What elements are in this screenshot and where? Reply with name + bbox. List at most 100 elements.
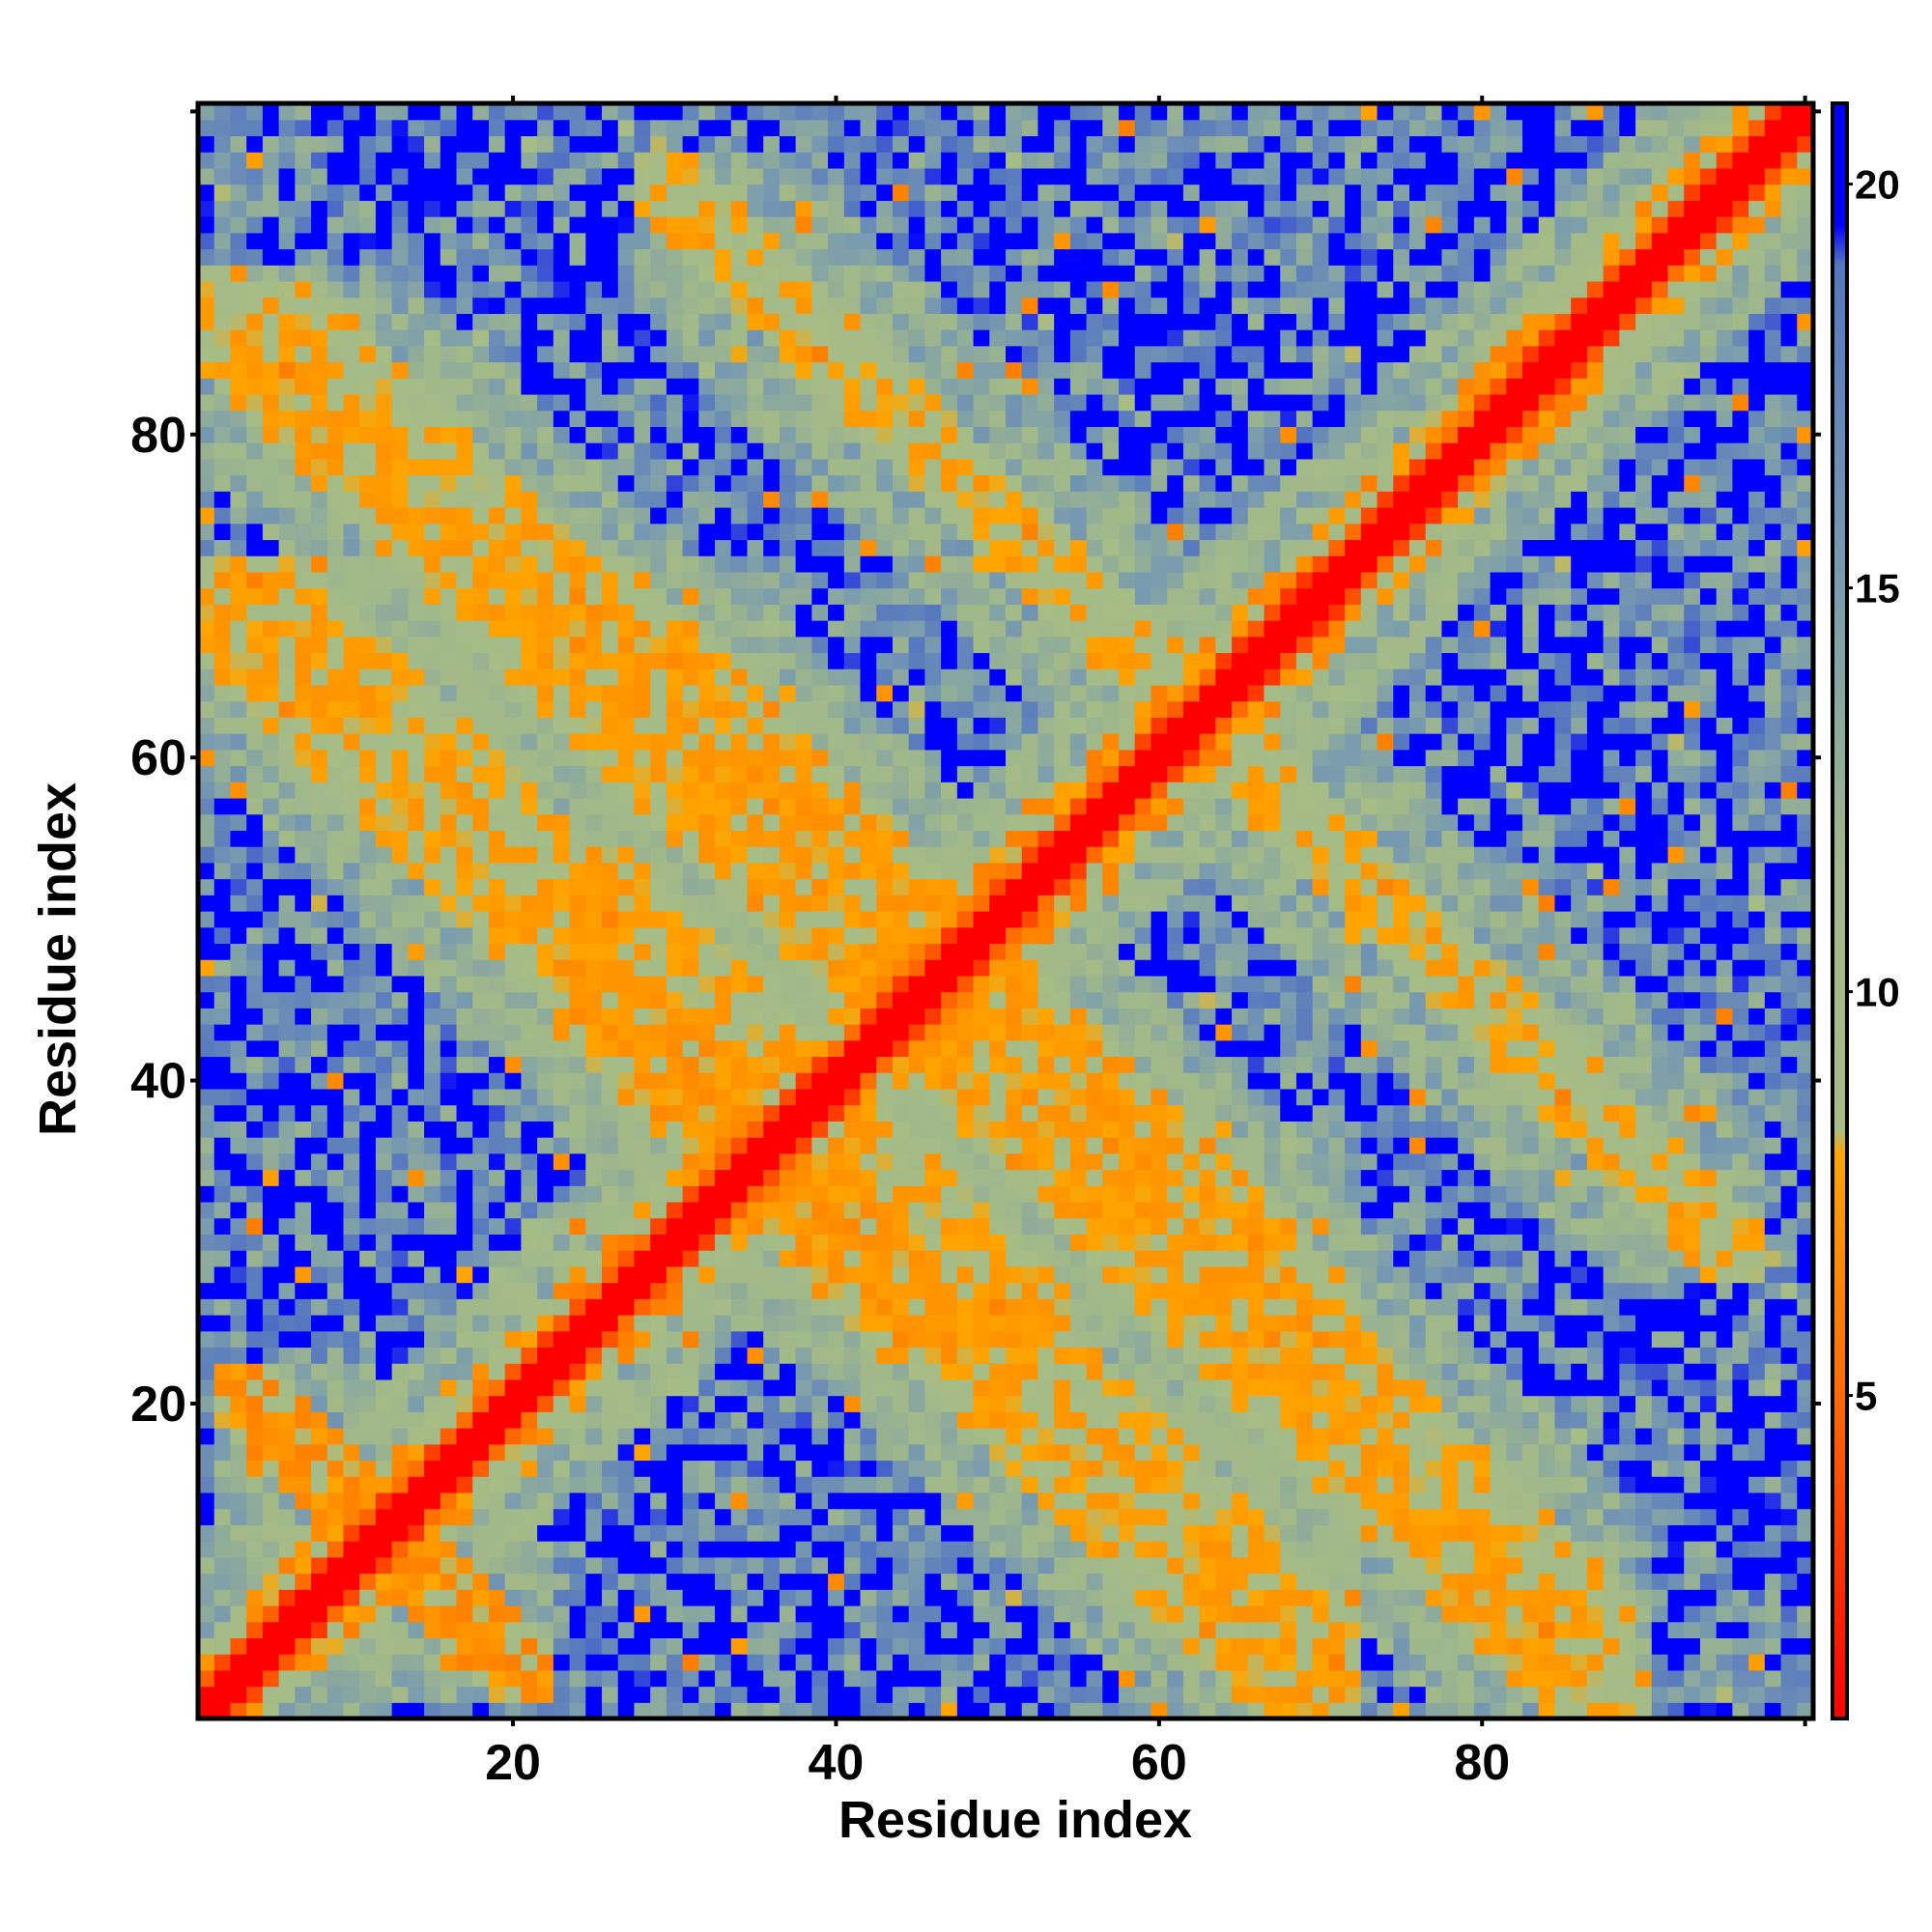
heatmap-cell [956, 1347, 975, 1364]
heatmap-cell [488, 587, 506, 605]
heatmap-cell [424, 813, 441, 831]
heatmap-cell [408, 1024, 425, 1041]
heatmap-cell [488, 329, 506, 347]
heatmap-cell [521, 1250, 538, 1267]
heatmap-cell [537, 1395, 554, 1412]
heatmap-cell [747, 878, 764, 895]
heatmap-cell [585, 1121, 603, 1138]
heatmap-cell [779, 636, 797, 654]
heatmap-cell [278, 1039, 296, 1058]
heatmap-cell [843, 1137, 862, 1154]
heatmap-cell [973, 700, 990, 718]
heatmap-cell [908, 1185, 925, 1203]
heatmap-cell [763, 813, 781, 831]
heatmap-cell [602, 378, 619, 395]
heatmap-cell [828, 733, 845, 751]
heatmap-cell [343, 1363, 360, 1380]
heatmap-cell [973, 1282, 990, 1299]
heatmap-cell [602, 943, 619, 960]
heatmap-cell [230, 1524, 247, 1542]
heatmap-cell [924, 410, 942, 427]
heatmap-cell [617, 361, 636, 379]
heatmap-cell [763, 555, 781, 573]
heatmap-cell [747, 232, 764, 250]
heatmap-cell [343, 1556, 360, 1575]
heatmap-cell [892, 749, 910, 767]
heatmap-cell [504, 700, 522, 718]
heatmap-cell [924, 1460, 942, 1477]
heatmap-cell [488, 733, 506, 751]
heatmap-cell [908, 361, 925, 379]
heatmap-cell [585, 1056, 603, 1073]
heatmap-cell [440, 830, 458, 847]
heatmap-cell [795, 378, 812, 395]
heatmap-cell [602, 1347, 619, 1364]
heatmap-cell [682, 684, 699, 702]
heatmap-cell [650, 1056, 668, 1073]
heatmap-cell [246, 684, 264, 702]
heatmap-cell [295, 378, 312, 395]
heatmap-cell [892, 361, 910, 379]
heatmap-cell [456, 668, 473, 686]
heatmap-cell [278, 1072, 296, 1090]
heatmap-cell [860, 911, 877, 928]
heatmap-cell [973, 474, 990, 492]
heatmap-cell [456, 1637, 473, 1655]
heatmap-cell [634, 749, 651, 767]
heatmap-cell [843, 830, 862, 847]
heatmap-cell [278, 1169, 296, 1186]
heatmap-cell [375, 911, 393, 928]
heatmap-cell [715, 1217, 732, 1235]
heatmap-cell [472, 1056, 490, 1073]
heatmap-cell [198, 1621, 215, 1638]
heatmap-cell [666, 1605, 684, 1623]
heatmap-cell [941, 152, 958, 169]
heatmap-cell [843, 765, 862, 782]
heatmap-cell [795, 313, 812, 330]
heatmap-cell [391, 1686, 409, 1703]
heatmap-cell [246, 1008, 264, 1025]
heatmap-cell [359, 1508, 377, 1525]
heatmap-cell [876, 1330, 894, 1349]
heatmap-cell [956, 1686, 975, 1703]
heatmap-cell [924, 1152, 942, 1171]
heatmap-cell [230, 700, 247, 718]
heatmap-cell [553, 604, 571, 621]
heatmap-cell [456, 216, 473, 234]
heatmap-cell [262, 975, 280, 993]
heatmap-cell [488, 216, 506, 234]
heatmap-cell [295, 1185, 312, 1203]
heatmap-cell [246, 1686, 264, 1703]
heatmap-cell [956, 959, 975, 977]
heatmap-cell [715, 232, 732, 250]
heatmap-cell [924, 1169, 942, 1186]
heatmap-cell [956, 1298, 975, 1316]
heatmap-cell [666, 458, 684, 476]
heatmap-cell [569, 135, 586, 153]
heatmap-cell [262, 943, 280, 960]
heatmap-cell [876, 458, 894, 476]
heatmap-cell [488, 297, 506, 314]
heatmap-cell [472, 1524, 490, 1542]
heatmap-cell [908, 1234, 925, 1251]
heatmap-cell [956, 426, 975, 443]
heatmap-cell [375, 571, 393, 589]
heatmap-cell [715, 345, 732, 363]
heatmap-cell [956, 943, 975, 960]
heatmap-cell [763, 926, 781, 945]
heatmap-cell [391, 684, 409, 702]
heatmap-cell [828, 152, 845, 169]
heatmap-cell [860, 959, 877, 977]
heatmap-cell [973, 1347, 990, 1364]
heatmap-cell [198, 152, 215, 169]
heatmap-cell [553, 539, 571, 556]
heatmap-cell [941, 765, 958, 782]
heatmap-cell [553, 959, 571, 977]
heatmap-cell [634, 297, 651, 314]
heatmap-cell [311, 1363, 328, 1380]
heatmap-cell [989, 943, 1007, 960]
heatmap-cell [424, 265, 441, 282]
heatmap-cell [359, 668, 377, 686]
heatmap-cell [666, 1476, 684, 1493]
heatmap-cell [989, 959, 1007, 977]
